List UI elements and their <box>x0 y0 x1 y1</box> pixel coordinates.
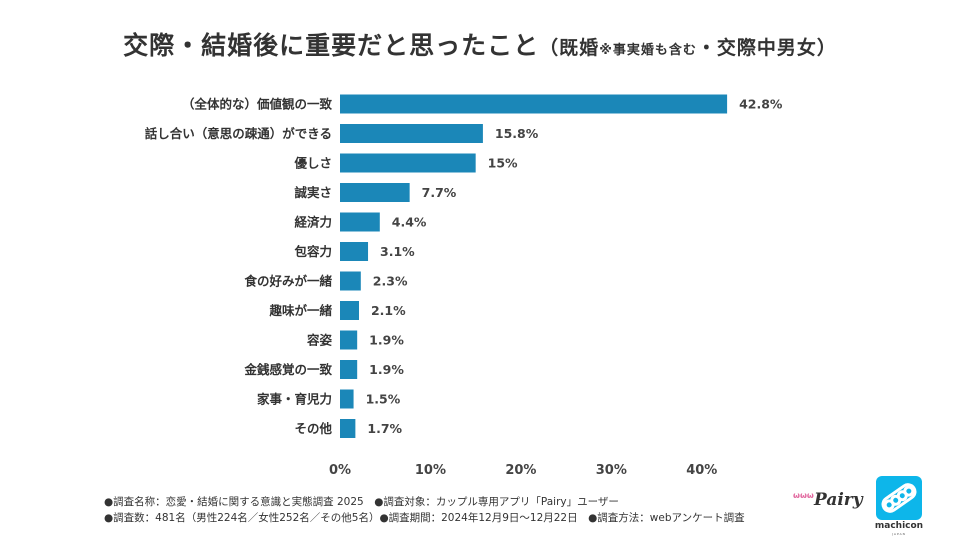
bar-0 <box>340 94 728 114</box>
bar-9 <box>340 360 358 379</box>
value-label-6: 2.3% <box>373 274 408 289</box>
bar-7 <box>340 301 359 320</box>
category-label-1: 話し合い（意思の疎通）ができる <box>145 126 332 141</box>
bar-6 <box>340 271 361 291</box>
value-label-2: 15% <box>488 156 518 171</box>
bar-4 <box>340 212 380 232</box>
title-paren-rest: ・交際中男女） <box>696 37 837 59</box>
bar-1 <box>340 124 483 143</box>
x-tick-label-4: 40% <box>686 463 717 478</box>
bar-10 <box>340 389 354 409</box>
footer-survey-info-1: ●調査名称：恋愛・結婚に関する意識と実態調査 2025 ●調査対象：カップル専用… <box>104 496 619 508</box>
pairy-mark-icon: ωωω <box>793 491 814 500</box>
chart-title: 交際・結婚後に重要だと思ったこと（既婚※事実婚も含む・交際中男女） <box>0 26 960 62</box>
bar-8 <box>340 330 358 350</box>
bar-2 <box>340 153 476 173</box>
value-label-5: 3.1% <box>380 244 415 259</box>
footer-survey-info-2: ●調査数：481名（男性224名／女性252名／その他5名）●調査期間：2024… <box>104 512 745 524</box>
value-label-9: 1.9% <box>369 362 404 377</box>
category-label-10: 家事・育児力 <box>257 392 332 407</box>
category-label-0: （全体的な）価値観の一致 <box>182 97 333 112</box>
bar-3 <box>340 183 410 202</box>
title-paren-open: （既婚 <box>539 37 600 59</box>
category-label-8: 容姿 <box>306 333 333 348</box>
category-label-7: 趣味が一緒 <box>268 303 332 318</box>
x-tick-label-0: 0% <box>329 463 351 478</box>
bar-11 <box>340 419 356 438</box>
value-label-0: 42.8% <box>739 97 783 112</box>
category-label-2: 優しさ <box>293 156 332 171</box>
value-label-1: 15.8% <box>495 126 539 141</box>
title-main: 交際・結婚後に重要だと思ったこと <box>123 31 540 60</box>
value-label-3: 7.7% <box>422 185 457 200</box>
category-label-3: 誠実さ <box>294 185 332 200</box>
x-tick-label-2: 20% <box>505 463 536 478</box>
x-tick-label-3: 30% <box>596 463 627 478</box>
category-label-11: その他 <box>294 421 332 436</box>
category-label-5: 包容力 <box>293 244 332 259</box>
pairy-wordmark: Pairy <box>814 490 863 510</box>
value-label-8: 1.9% <box>369 333 404 348</box>
machicon-sub-text: JAPAN <box>892 532 906 536</box>
title-note: ※事実婚も含む <box>599 43 697 58</box>
machicon-wordmark: machicon <box>874 521 924 531</box>
value-label-10: 1.5% <box>366 392 401 407</box>
category-label-9: 金銭感覚の一致 <box>243 362 332 377</box>
bar-5 <box>340 242 369 261</box>
category-label-6: 食の好みが一緒 <box>243 274 332 289</box>
pairy-logo: ωωω Pairy <box>793 488 863 512</box>
x-tick-label-1: 10% <box>415 463 446 478</box>
value-label-11: 1.7% <box>367 421 402 436</box>
category-label-4: 経済力 <box>294 215 332 230</box>
value-label-4: 4.4% <box>392 215 427 230</box>
machicon-tile-icon <box>876 476 922 520</box>
value-label-7: 2.1% <box>371 303 406 318</box>
machicon-logo: machicon JAPAN <box>875 476 923 536</box>
